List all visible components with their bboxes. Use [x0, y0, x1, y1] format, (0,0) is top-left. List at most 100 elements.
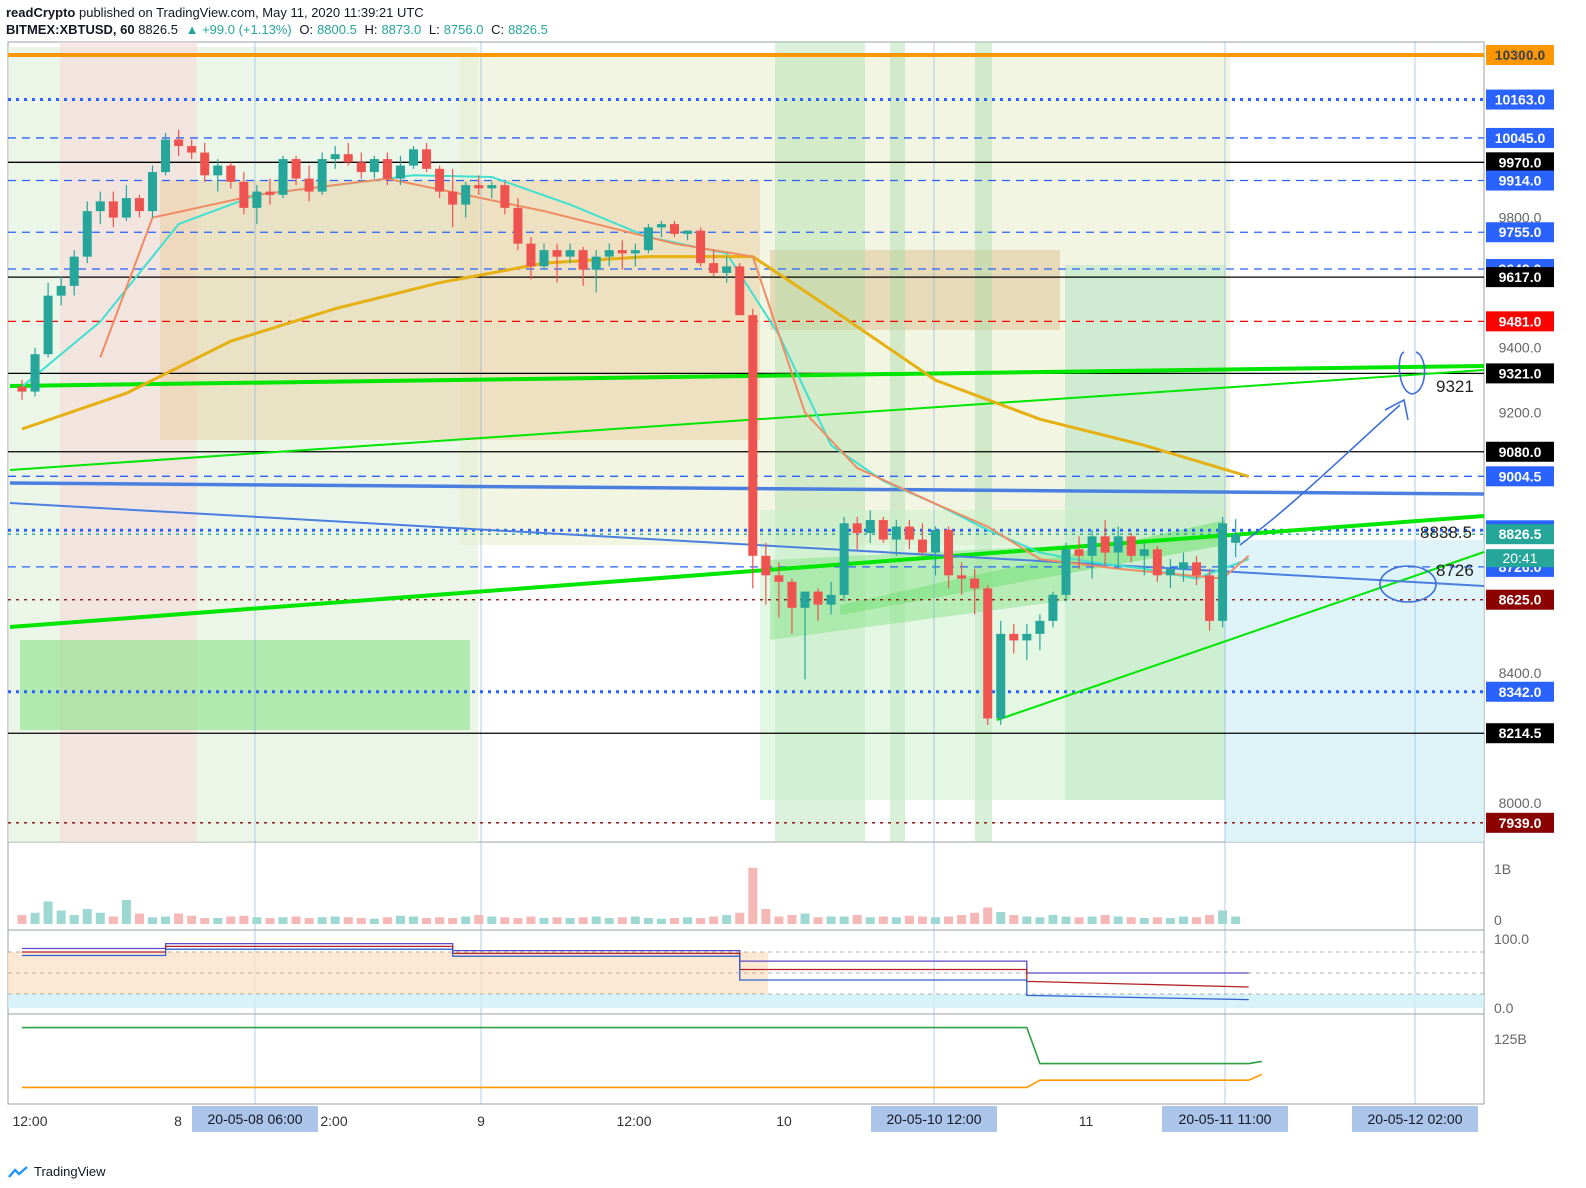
volume-bar	[278, 917, 288, 924]
trend-line-3	[996, 551, 1485, 721]
countdown-label: 20:41	[1502, 550, 1537, 566]
volume-bar	[670, 918, 679, 924]
volume-bar	[1218, 910, 1228, 924]
candle-body	[95, 201, 105, 212]
x-tick-label: 8	[174, 1113, 182, 1129]
volume-bar	[1035, 917, 1045, 924]
volume-bar	[187, 915, 197, 924]
candle-body	[552, 250, 562, 257]
volume-bar	[1231, 916, 1241, 924]
publisher-name[interactable]: readCrypto	[6, 5, 76, 20]
volume-bar	[1205, 915, 1215, 924]
annotation-label: 9321	[1436, 377, 1474, 396]
volume-bar	[1061, 916, 1071, 924]
candle-body	[865, 520, 875, 534]
volume-bar	[1087, 916, 1097, 924]
price-level-tag	[1486, 170, 1554, 191]
candle-body	[1035, 620, 1045, 634]
price-level-tag	[1486, 441, 1554, 462]
candle-body	[735, 266, 745, 316]
price-axis: 10300.010163.010045.09970.09914.09755.09…	[1486, 45, 1554, 833]
volume-bar	[539, 918, 549, 924]
volume-bar	[226, 916, 236, 924]
x-tick-label: 9	[477, 1113, 485, 1129]
volume-tick-label: 0	[1494, 912, 1502, 928]
volume-bar	[448, 918, 458, 924]
x-highlight-tag	[1352, 1106, 1478, 1132]
price-levels	[8, 53, 1484, 824]
candle-body	[748, 315, 758, 556]
volume-bar	[1192, 917, 1201, 924]
volume-tick-label: 1B	[1494, 861, 1511, 877]
volume-bar	[748, 867, 758, 924]
hand-annotations: 9321 8838.5 8726	[1239, 351, 1474, 603]
volume-bar	[1022, 916, 1032, 924]
volume-bar	[95, 912, 105, 924]
price-level-tag	[1486, 723, 1554, 744]
price-level-label: 9914.0	[1499, 173, 1542, 189]
candle-body	[69, 256, 79, 286]
indicator-pane	[7, 1013, 1485, 1105]
indicator-line	[22, 1073, 1263, 1089]
low-label: L:	[428, 22, 440, 37]
volume-bar	[1152, 917, 1162, 924]
candle-body	[134, 198, 144, 212]
y-tick-label: 8400.0	[1499, 665, 1542, 681]
candle-body	[1074, 549, 1084, 556]
volume-bar	[134, 913, 144, 924]
oscillator-lines: 100.0 0.0	[8, 931, 1529, 1016]
volume-bar	[369, 918, 379, 924]
volume-bar	[917, 916, 927, 924]
price-level-label: 8826.5	[1499, 526, 1542, 542]
candle-body	[878, 520, 888, 540]
volume-bar	[56, 910, 66, 924]
volume-bar	[656, 918, 666, 924]
ellipse-annotation	[1379, 565, 1437, 603]
symbol-label[interactable]: BITMEX:XBTUSD, 60	[6, 22, 135, 37]
volume-bar	[813, 917, 823, 924]
volume-bar	[722, 915, 732, 924]
oscillator-line	[22, 948, 1249, 1001]
candle-body	[1009, 633, 1019, 641]
x-highlight-label: 20-05-11 11:00	[1179, 1111, 1272, 1127]
volume-bar	[43, 901, 53, 924]
candle-body	[591, 256, 601, 270]
x-highlight-tag	[871, 1106, 997, 1132]
candle-body	[539, 250, 549, 267]
candle-body	[108, 201, 118, 218]
candle-body	[813, 591, 823, 605]
candle-body	[1126, 536, 1136, 556]
volume-bar	[578, 917, 588, 924]
low-value: 8756.0	[443, 22, 484, 37]
candle-body	[944, 529, 954, 576]
last-price: 8826.5	[138, 22, 178, 37]
volume-bar	[343, 917, 353, 924]
candle-body	[200, 152, 210, 176]
price-level-label: 7939.0	[1499, 815, 1542, 831]
candle-body	[604, 250, 614, 257]
osc-tick-label: 0.0	[1494, 1000, 1514, 1016]
candle-body	[239, 181, 249, 208]
ohlc-line: BITMEX:XBTUSD, 60 8826.5 ▲ +99.0 (+1.13%…	[6, 21, 552, 38]
volume-bar	[852, 915, 862, 924]
candle-body	[500, 185, 510, 208]
footer-brand[interactable]: TradingView	[34, 1164, 106, 1179]
price-level-tag	[1486, 524, 1554, 545]
volume-bar	[630, 916, 640, 924]
volume-bar	[487, 916, 497, 924]
candle-body	[670, 224, 679, 234]
zone-4	[770, 250, 1060, 330]
volume-bar	[944, 916, 954, 924]
high-label: H:	[364, 22, 378, 37]
price-level-tag	[1486, 812, 1554, 833]
candle-body	[1178, 562, 1188, 569]
candle-body	[487, 185, 497, 189]
price-level-tag	[1486, 222, 1554, 243]
candle-body	[382, 159, 392, 179]
volume-bar	[1178, 916, 1188, 924]
published-text: published on TradingView.com, May 11, 20…	[78, 5, 424, 20]
high-value: 8873.0	[381, 22, 422, 37]
footer: TradingView	[8, 1164, 106, 1179]
candle-body	[1022, 633, 1032, 641]
